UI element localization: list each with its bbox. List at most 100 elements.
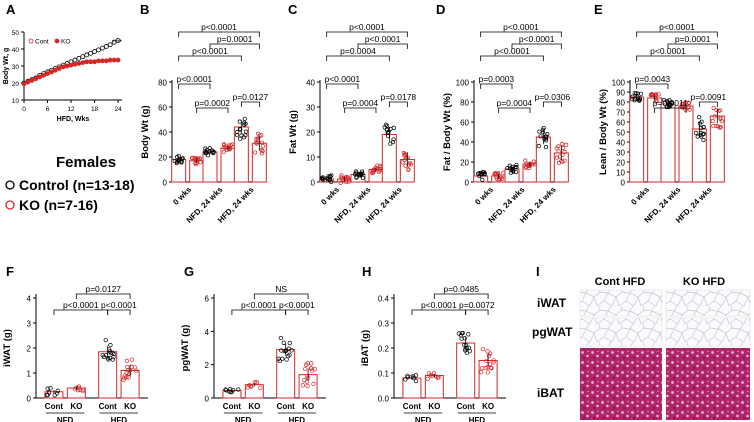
panel-a-legend-cont: Cont <box>35 39 49 46</box>
significance-bracket <box>498 107 531 113</box>
panel-a-point <box>84 52 90 58</box>
data-point <box>280 356 285 361</box>
significance-bracket <box>636 31 718 37</box>
data-point <box>44 392 50 398</box>
data-point <box>630 97 635 102</box>
data-point <box>132 365 137 370</box>
data-point <box>510 168 516 173</box>
significance-bracket <box>357 43 408 49</box>
data-point <box>122 375 127 381</box>
legend-control-label: Control (n=13-18) <box>19 177 135 193</box>
data-point <box>524 165 529 170</box>
significance-bracket <box>178 83 211 89</box>
data-point <box>560 152 565 157</box>
significance-label: p<0.0001 <box>659 22 695 32</box>
significance-label: p=0.0091 <box>690 92 726 102</box>
significance-bracket <box>53 309 109 315</box>
data-point <box>369 170 375 175</box>
ytick-label: 30 <box>306 104 315 113</box>
panel-a-point <box>100 58 105 64</box>
ytick-label: 80 <box>616 99 625 108</box>
significance-bracket <box>465 309 489 315</box>
xtick-label: KO <box>428 402 440 411</box>
bar <box>660 103 676 183</box>
histology-row-iwat: iWAT <box>537 296 567 310</box>
panel-a-legend-cont-marker <box>28 38 34 44</box>
panel-a-point <box>111 57 117 63</box>
panel-a-xtick-label: 0 <box>22 106 26 113</box>
panel-a-point <box>45 71 50 77</box>
significance-label: p=0.0043 <box>634 74 670 84</box>
group-label: NFD <box>415 416 432 422</box>
ytick-label: 80 <box>158 79 167 88</box>
data-point <box>103 337 108 343</box>
data-point <box>370 170 375 175</box>
data-point <box>254 141 259 146</box>
panel-a-point <box>56 66 62 71</box>
panel-a-point <box>100 45 105 51</box>
group-label: NFD <box>235 416 252 422</box>
significance-bracket <box>542 101 562 107</box>
group-label: HFD <box>111 416 128 422</box>
data-point <box>538 134 543 139</box>
ytick-label: 0.3 <box>378 320 390 329</box>
data-point <box>124 358 130 364</box>
significance-bracket <box>344 107 377 113</box>
data-point <box>309 361 314 366</box>
data-point <box>556 144 561 149</box>
legend-control-marker <box>5 180 15 190</box>
data-point <box>244 129 249 134</box>
ytick-label: 0.2 <box>378 345 390 354</box>
data-point <box>207 149 212 154</box>
histology-col-ko: KO HFD <box>683 276 725 288</box>
panel-a-point <box>29 78 35 83</box>
bar <box>678 105 694 183</box>
data-point <box>403 152 408 157</box>
data-point <box>129 357 135 362</box>
data-point <box>429 374 434 379</box>
panel-a-point <box>76 61 82 66</box>
panel-a-chart: 10 20 30 40 50 0 6 12 18 24 HFD, Wks Body Wt, g Cont… <box>3 30 123 123</box>
data-point <box>260 149 265 154</box>
data-point <box>107 355 113 361</box>
significance-label: p<0.0001 <box>176 74 212 84</box>
panel-label-h: H <box>362 264 371 279</box>
data-point <box>45 386 50 391</box>
panel-a-point <box>115 57 121 63</box>
data-point <box>700 132 706 137</box>
panel-a-significance: **** <box>112 39 123 46</box>
significance-label: p<0.0001 <box>494 46 530 56</box>
data-point <box>510 167 516 172</box>
data-point <box>286 346 292 351</box>
significance-bracket <box>196 107 229 113</box>
panel-label-g: G <box>184 264 194 279</box>
histology-image-cont-pgwat <box>579 317 663 347</box>
significance-label: p=0.0127 <box>85 284 121 294</box>
significance-bracket <box>209 43 260 49</box>
data-point <box>403 377 408 382</box>
data-point <box>556 149 561 154</box>
data-point <box>697 121 702 126</box>
data-point <box>134 368 139 373</box>
data-point <box>242 122 247 127</box>
data-point <box>711 105 716 111</box>
data-point <box>630 94 635 99</box>
significance-label: p=0.0004 <box>340 46 376 56</box>
panel-a-point <box>33 76 39 82</box>
data-point <box>278 335 284 341</box>
data-point <box>710 119 715 124</box>
bar <box>629 96 645 183</box>
data-point <box>391 125 396 130</box>
panel-a-point <box>84 59 90 65</box>
xtick-label: KO <box>248 402 260 411</box>
data-point <box>650 92 655 97</box>
data-point <box>193 160 198 166</box>
data-point <box>701 124 706 129</box>
data-point <box>488 365 493 371</box>
panel-a-point <box>103 44 109 49</box>
data-point <box>375 163 380 168</box>
data-point <box>698 132 703 137</box>
significance-label: p=0.0127 <box>232 92 268 102</box>
